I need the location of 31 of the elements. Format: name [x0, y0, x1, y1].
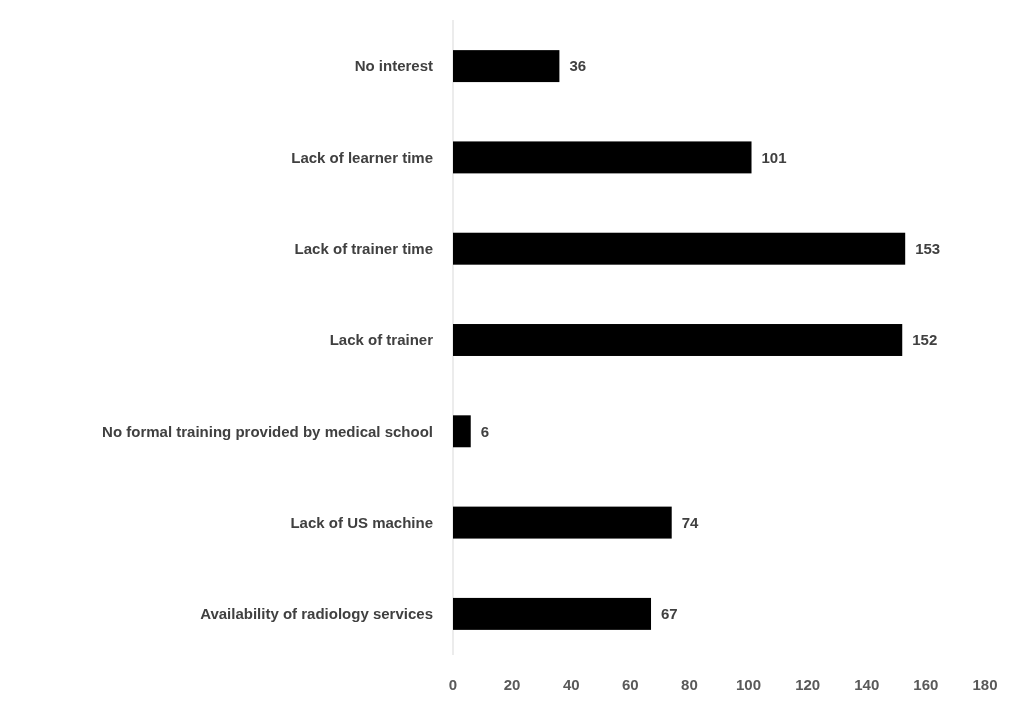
x-tick-label: 20 — [503, 676, 521, 693]
data-label: 67 — [661, 605, 678, 623]
y-tick-label: Lack of learner time — [291, 148, 433, 166]
data-label: 153 — [915, 239, 941, 257]
x-tick-label: 60 — [621, 676, 639, 693]
bar — [453, 506, 672, 539]
x-tick-label: 120 — [795, 676, 821, 693]
y-tick-label: Lack of US machine — [290, 513, 433, 531]
data-label: 74 — [681, 513, 700, 531]
data-label: 152 — [912, 331, 938, 349]
data-label: 101 — [761, 148, 787, 166]
bar — [453, 324, 903, 356]
x-tick-label: 100 — [736, 676, 762, 693]
data-label: 36 — [569, 57, 587, 75]
bar — [453, 232, 906, 265]
bar — [453, 597, 652, 630]
y-tick-label: No formal training provided by medical school — [102, 422, 433, 440]
x-tick-label: 80 — [681, 676, 698, 693]
y-tick-label: No interest — [354, 57, 433, 75]
x-tick-label: 0 — [448, 676, 458, 693]
y-tick-label: Lack of trainer — [329, 331, 434, 349]
bar — [453, 141, 752, 174]
bar — [453, 50, 560, 83]
x-tick-label: 140 — [854, 676, 880, 693]
x-tick-label: 40 — [562, 676, 580, 693]
x-tick-label: 180 — [972, 676, 998, 693]
data-label: 6 — [480, 422, 490, 440]
y-tick-label: Lack of trainer time — [294, 239, 433, 257]
bar — [453, 415, 471, 448]
y-tick-label: Availability of radiology services — [200, 605, 433, 623]
x-tick-label: 160 — [913, 676, 939, 693]
